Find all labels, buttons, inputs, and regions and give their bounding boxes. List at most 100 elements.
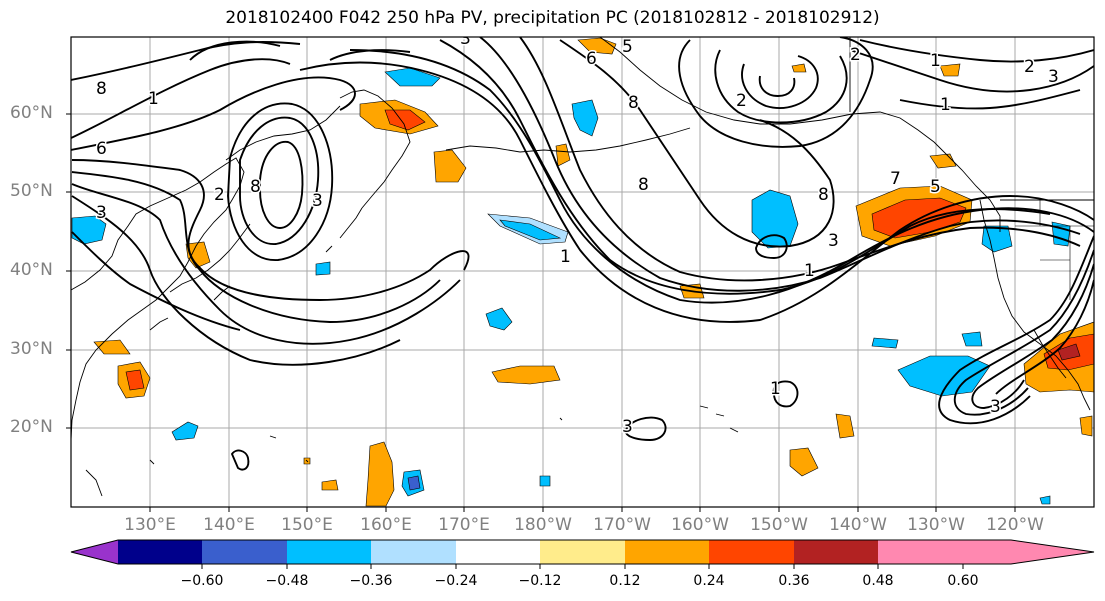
pv-contour: [71, 183, 461, 345]
pv-contour: [439, 39, 1051, 295]
contour-label: 1: [148, 89, 159, 109]
precip-patch: [365, 441, 395, 507]
pv-contour: [71, 159, 470, 301]
contour-label: 3: [622, 417, 633, 437]
pv-contours: [71, 37, 1094, 471]
lon-label: 170°W: [593, 515, 651, 535]
precip-patch: [571, 99, 599, 137]
pv-contour: [239, 116, 320, 245]
precip-patch: [539, 475, 551, 487]
lon-label: 140°E: [203, 515, 255, 535]
pv-contour: [953, 249, 1094, 416]
colorbar-tick-label: 0.12: [609, 573, 641, 589]
precip-patch: [185, 241, 211, 269]
lon-label: 180°W: [514, 515, 572, 535]
contour-label: 1: [560, 247, 571, 267]
contour-label: 3: [96, 203, 107, 223]
lat-label: 60°N: [10, 103, 53, 123]
contour-label: 2: [850, 45, 861, 65]
colorbar-bin: [118, 540, 202, 564]
coastline-islands: [85, 417, 563, 497]
precip-patch: [751, 189, 799, 249]
colorbar: [70, 539, 1095, 569]
precip-patch: [321, 479, 339, 491]
pv-contour: [678, 37, 874, 148]
coastline-kuril: [325, 207, 363, 253]
contour-label: 8: [638, 175, 649, 195]
colorbar-tick-label: −0.24: [434, 573, 478, 589]
pv-contour: [299, 61, 1094, 323]
colorbar-outline: [70, 539, 1095, 565]
precip-patch: [433, 149, 467, 183]
precip-patch: [491, 365, 561, 385]
contour-label: 3: [828, 231, 839, 251]
precip-patch: [384, 109, 426, 131]
pv-contour: [714, 49, 848, 124]
pv-contour: [772, 380, 799, 408]
lon-label: 150°W: [750, 515, 808, 535]
lon-label: 150°E: [281, 515, 333, 535]
precip-negative-patches: [71, 67, 1071, 505]
pv-contour: [230, 449, 250, 471]
pv-contour: [227, 102, 334, 261]
pv-contour: [519, 37, 1081, 282]
lon-label: 120°W: [986, 515, 1044, 535]
precip-patch: [929, 153, 957, 169]
lon-label: 160°W: [671, 515, 729, 535]
contour-labels: 8 6 3 8 2 3 6 5 8 8 2 1 3 8 2 7 5 1 2 3 …: [95, 29, 1061, 439]
colorbar-tick-label: −0.48: [265, 573, 309, 589]
lat-label: 30°N: [10, 339, 53, 359]
precip-patch: [961, 331, 983, 347]
contour-label: 8: [96, 79, 107, 99]
colorbar-bin: [287, 540, 371, 564]
lon-label: 130°E: [124, 515, 176, 535]
precip-patch: [499, 219, 562, 241]
coastline-okhotsk: [225, 105, 341, 161]
contour-label: 2: [214, 185, 225, 205]
colorbar-tick-label: −0.60: [180, 573, 224, 589]
precip-patch: [835, 413, 855, 439]
precip-patch: [407, 475, 421, 491]
contour-label: 2: [736, 91, 747, 111]
border-states: [1015, 200, 1094, 300]
precip-patch: [1039, 495, 1051, 505]
colorbar-extend-low: [71, 540, 118, 564]
pv-contour: [71, 58, 291, 139]
pv-contour: [559, 39, 835, 248]
colorbar-bin: [456, 540, 540, 564]
precip-patch: [577, 37, 617, 55]
pv-contour: [71, 76, 356, 151]
contour-label: 8: [628, 93, 639, 113]
precip-patch: [791, 63, 807, 73]
lon-label: 160°E: [360, 515, 412, 535]
contour-label: 3: [460, 29, 471, 49]
pv-contour: [624, 416, 667, 441]
pv-contour: [995, 279, 1094, 395]
pv-contour: [71, 171, 441, 323]
precip-patch: [315, 261, 331, 276]
precip-patch: [384, 67, 441, 87]
contour-label: 1: [804, 261, 815, 281]
colorbar-tick-label: 0.24: [693, 573, 725, 589]
colorbar-bin: [625, 540, 709, 564]
lon-label: 170°E: [438, 515, 490, 535]
pv-contour: [71, 231, 241, 331]
precip-patch: [939, 63, 961, 77]
contour-label: 1: [770, 379, 781, 399]
precip-patch: [125, 369, 145, 391]
precip-patch: [1057, 343, 1081, 361]
contour-label: 5: [622, 37, 633, 57]
precip-patch: [871, 337, 899, 349]
precip-patch: [981, 225, 1013, 253]
contour-label: 3: [312, 191, 323, 211]
axis-ticks: [66, 113, 1016, 512]
colorbar-tick-label: −0.36: [349, 573, 393, 589]
contour-label: 8: [818, 185, 829, 205]
contour-label: 6: [586, 49, 597, 69]
lat-label: 20°N: [10, 417, 53, 437]
contour-label: 5: [930, 177, 941, 197]
precip-patch: [555, 143, 571, 167]
pv-contour: [849, 49, 1094, 93]
contour-label: 3: [990, 397, 1001, 417]
coastline-japan: [149, 223, 251, 331]
